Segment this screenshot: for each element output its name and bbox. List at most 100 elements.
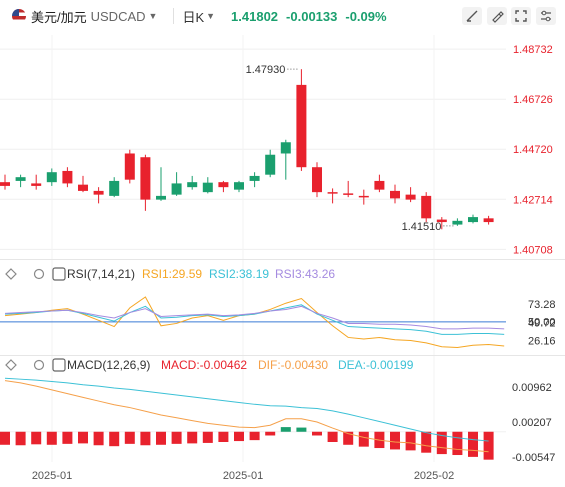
candle-body xyxy=(452,220,463,225)
macd-bar xyxy=(171,431,182,444)
macd-tick-label: 0.00207 xyxy=(512,417,552,429)
chevron-down-icon[interactable]: ▼ xyxy=(148,11,158,21)
macd-bar xyxy=(0,431,10,445)
rsi-panel xyxy=(0,296,506,349)
candle-body xyxy=(405,194,416,200)
price-axis: 1.48732 1.46726 1.44720 1.42714 1.40708 xyxy=(513,44,553,256)
candle-body xyxy=(265,154,276,175)
price-tick-label: 1.46726 xyxy=(513,94,553,106)
candle-body xyxy=(62,170,73,184)
hide-indicator-icon[interactable] xyxy=(5,268,17,280)
price-tick-label: 1.44720 xyxy=(513,144,553,156)
expand-icon xyxy=(515,10,527,22)
macd-bar xyxy=(343,431,354,445)
macd-bar xyxy=(296,427,307,432)
settings-button[interactable] xyxy=(536,7,556,25)
rsi-tick-label: 73.28 xyxy=(528,299,556,311)
price-tick-label: 1.48732 xyxy=(513,44,553,56)
macd-settings-icon[interactable] xyxy=(33,359,45,371)
brush-button[interactable] xyxy=(487,7,507,25)
candle-body xyxy=(390,190,400,199)
macd-bar xyxy=(156,431,166,445)
price-change: -0.00133 xyxy=(286,8,338,24)
period-selector[interactable]: 日K xyxy=(182,9,205,25)
candle-body xyxy=(249,175,260,181)
candle-body xyxy=(171,183,182,195)
draw-line-button[interactable] xyxy=(462,7,482,25)
macd-bar xyxy=(140,431,151,446)
rsi3-label: RSI3:43.26 xyxy=(275,267,335,281)
macd-bar xyxy=(15,431,26,446)
macd-bar xyxy=(452,431,463,456)
macd-tick-label: 0.00962 xyxy=(512,382,552,394)
macd-bar xyxy=(421,431,432,453)
macd-panel xyxy=(0,377,506,460)
macd-bar xyxy=(187,431,198,444)
draw-line-icon xyxy=(466,10,478,22)
price-annotations: 1.47930 1.41510 xyxy=(246,64,456,233)
macd-label: MACD:-0.00462 xyxy=(161,358,247,372)
candle-body xyxy=(46,172,57,183)
time-tick-label: 2025-01 xyxy=(223,470,263,482)
candle-body xyxy=(202,182,213,193)
candle-body xyxy=(312,167,322,193)
macd-bar xyxy=(78,431,88,444)
rsi-header: RSI(7,14,21) RSI1:29.59 RSI2:38.19 RSI3:… xyxy=(5,267,335,281)
symbol-name[interactable]: 美元/加元 xyxy=(31,9,87,25)
time-axis: 2025-01 2025-01 2025-02 xyxy=(32,470,454,482)
dea-line xyxy=(4,377,489,442)
candle-body xyxy=(93,190,104,195)
macd-bar xyxy=(327,431,338,442)
macd-axis: 0.00962 0.00207 -0.00547 xyxy=(512,382,555,464)
rsi-line-3 xyxy=(4,305,505,330)
macd-bar xyxy=(405,431,416,451)
expand-button[interactable] xyxy=(511,7,531,25)
macd-bar xyxy=(358,431,369,447)
macd-tick-label: -0.00547 xyxy=(512,452,555,464)
dif-label: DIF:-0.00430 xyxy=(258,358,328,372)
macd-bar xyxy=(109,431,120,447)
candle-body xyxy=(187,182,198,188)
indicator-settings-icon[interactable] xyxy=(33,268,45,280)
macd-bar xyxy=(124,431,135,444)
macd-bar xyxy=(202,431,213,443)
candle-body xyxy=(358,195,369,198)
candle-body xyxy=(436,219,447,223)
usd-cad-flag-icon xyxy=(12,9,26,23)
candle-body xyxy=(421,195,432,219)
macd-bar xyxy=(234,431,244,442)
last-price: 1.41802 xyxy=(231,8,279,24)
chart-grid xyxy=(0,35,506,462)
price-tick-label: 1.42714 xyxy=(513,194,553,206)
dea-label: DEA:-0.00199 xyxy=(338,358,414,372)
candle-body xyxy=(0,182,10,186)
macd-bar xyxy=(62,431,73,444)
low-price-annotation: 1.41510 xyxy=(402,221,442,233)
macd-toggle-icon[interactable] xyxy=(52,358,66,372)
toolbar-divider xyxy=(173,8,175,24)
brush-icon xyxy=(492,11,504,23)
period-chevron-down-icon[interactable]: ▼ xyxy=(206,11,216,21)
candle-body xyxy=(31,183,42,186)
candle-body xyxy=(343,193,354,195)
candle-body xyxy=(483,218,494,223)
rsi-line-2 xyxy=(4,304,505,335)
rsi-tick-label: 50.00 xyxy=(528,317,556,329)
candle-body xyxy=(218,182,229,188)
macd-title: MACD(12,26,9) xyxy=(67,358,150,372)
indicator-toggle-icon[interactable] xyxy=(52,267,66,281)
macd-bar xyxy=(46,431,57,445)
macd-bar xyxy=(436,431,447,455)
time-tick-label: 2025-02 xyxy=(414,470,454,482)
candle-body xyxy=(140,157,151,200)
macd-bar xyxy=(218,431,229,442)
macd-bar xyxy=(93,431,104,446)
hide-macd-icon[interactable] xyxy=(5,359,17,371)
toolbar: 美元/加元 USDCAD ▼ 日K ▼ 1.41802 -0.00133 -0.… xyxy=(0,0,565,32)
symbol-code[interactable]: USDCAD xyxy=(90,8,146,24)
price-change-percent: -0.09% xyxy=(345,8,387,24)
candle-body xyxy=(374,180,385,190)
rsi-title: RSI(7,14,21) xyxy=(67,267,135,281)
time-tick-label: 2025-01 xyxy=(32,470,72,482)
